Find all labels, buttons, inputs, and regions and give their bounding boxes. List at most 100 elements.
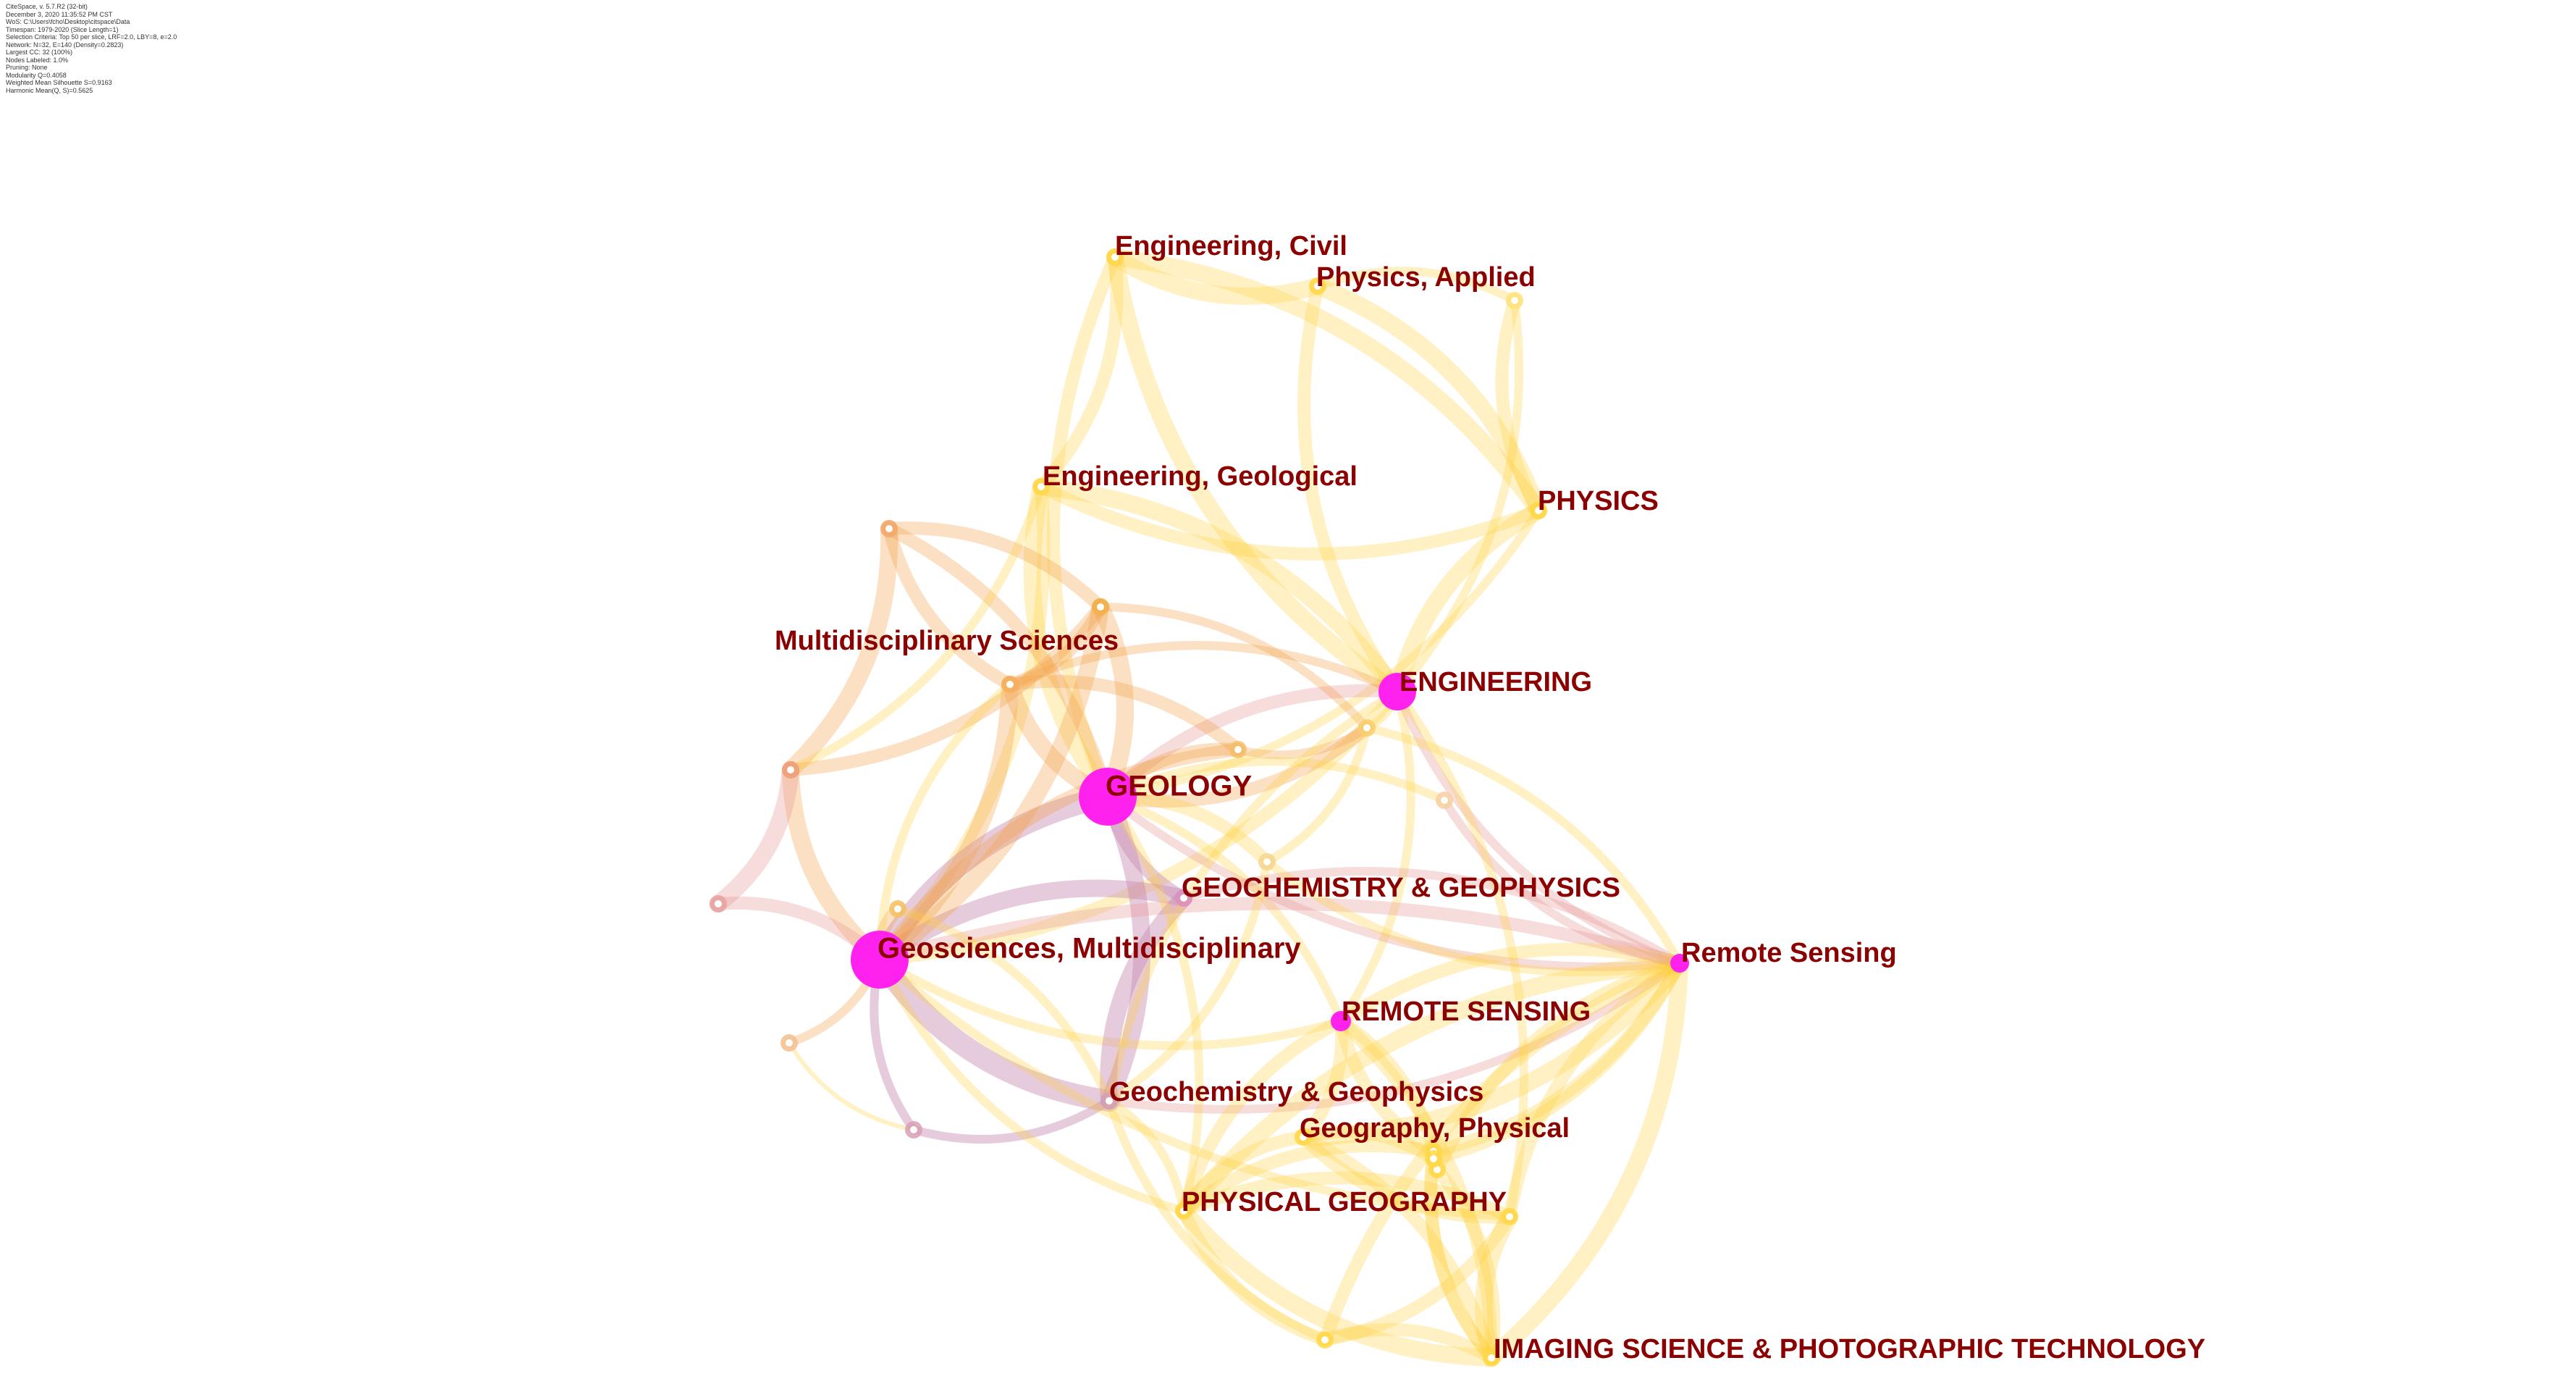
network-edge [1427,957,1686,1158]
network-edge [869,949,1120,1112]
network-edge [909,1096,1114,1144]
network-edge [1334,1015,1498,1364]
network-edge [873,685,1404,966]
network-edge [1175,955,1688,1220]
network-edge [1179,866,1684,968]
info-line: Harmonic Mean(Q, S)=0.5625 [6,86,93,94]
network-node-center [1434,1166,1441,1173]
network-edge [782,761,888,968]
network-edge [1106,248,1547,519]
network-node-center [1106,1097,1113,1104]
hub-node[interactable] [851,931,909,989]
network-edge [1103,506,1543,801]
network-node-center [1097,603,1104,611]
network-edge [1105,1096,1329,1344]
info-line: Weighted Mean Silhouette S=0.9163 [6,79,112,86]
network-node-center [1441,797,1448,804]
network-node-center [715,900,722,907]
network-node-center [1006,681,1014,688]
network-edge [1389,502,1547,700]
edge-layer [710,248,1688,1367]
node-label: PHYSICS [1538,486,1659,516]
network-edge [1393,296,1524,696]
network-edge [787,1041,916,1132]
network-node-center [1506,1213,1513,1220]
network-edge [1177,1171,1516,1223]
network-edge [875,955,1188,1215]
network-node-center [1037,483,1045,490]
node-label: Engineering, Geological [1043,461,1358,492]
network-edge [1103,757,1449,805]
network-edge [1393,687,1528,1221]
network-edge [1337,687,1415,1026]
network-node-center [787,766,794,773]
network-edge [710,761,799,913]
network-edge [1431,1163,1501,1364]
network-node-center [1300,1133,1307,1141]
network-edge [1101,684,1404,803]
network-edge [875,955,1345,1050]
network-edge [1003,674,1245,756]
network-node-center [1535,507,1542,514]
network-edge [1177,1204,1331,1346]
network-edge [1103,792,1345,1026]
network-edge [782,520,898,779]
network-node-center [1263,858,1271,865]
network-node-center [1430,1155,1437,1162]
network-edge [1003,600,1107,691]
network-edge [1297,1131,1498,1364]
network-edge [873,480,1051,966]
network-edge [875,955,1514,1221]
network-edge [875,680,1014,964]
info-line: December 3, 2020 11:35:52 PM CST [6,10,113,18]
node-label: Physics, Applied [1316,262,1536,293]
network-edge [1175,1202,1500,1367]
hub-node[interactable] [1379,673,1416,710]
network-edge [1100,889,1192,1110]
node-label: Geography, Physical [1300,1113,1570,1144]
network-edge [1495,294,1545,517]
network-edge [1099,788,1151,1110]
network-node-center [1180,1207,1187,1215]
network-node-center [885,525,893,532]
node-label: Geochemistry & Geophysics [1109,1077,1483,1107]
node-label: Multidisciplinary Sciences [775,626,1119,656]
network-edge [1105,687,1402,1105]
info-line: CiteSpace, v. 5.7.R2 (32-bit) [6,3,88,10]
network-edge [1297,280,1404,698]
network-edge [1309,277,1547,519]
network-edge [1297,1131,1516,1224]
info-line: Selection Criteria: Top 50 per slice, LR… [6,33,177,41]
network-node-center [1180,894,1187,902]
network-node-center [1234,746,1242,753]
network-edge [786,482,1045,774]
network-edge [1393,687,1684,968]
network-edge [1263,857,1684,977]
info-line: Timespan: 1979-2020 (Slice Length=1) [6,25,119,33]
network-edge [1440,796,1684,968]
network-node-center [910,1126,917,1133]
network-edge [883,522,1114,803]
info-line: Modularity Q=0.4058 [6,71,67,79]
network-edge [873,897,1686,970]
network-edge [1334,1015,1440,1158]
network-edge [1318,1210,1516,1346]
node-label: Geosciences, Multidisciplinary [877,933,1301,965]
network-node-center [1314,282,1321,290]
hub-node[interactable] [1670,954,1689,973]
network-edge [1177,1131,1310,1217]
hub-node[interactable] [1331,1011,1351,1031]
network-edge [1096,603,1371,732]
network-edge [1103,792,1684,971]
network-edge [869,786,1119,970]
network-edge [1424,1152,1498,1364]
node-layer [710,248,1689,1367]
network-edge [1363,724,1684,968]
info-line: Pruning: None [6,64,48,71]
info-line: Largest CC: 32 (100%) [6,49,73,56]
hub-node[interactable] [1079,768,1137,826]
network-edge [873,743,1245,966]
network-edge [1177,1015,1347,1217]
network-edge [871,598,1109,968]
